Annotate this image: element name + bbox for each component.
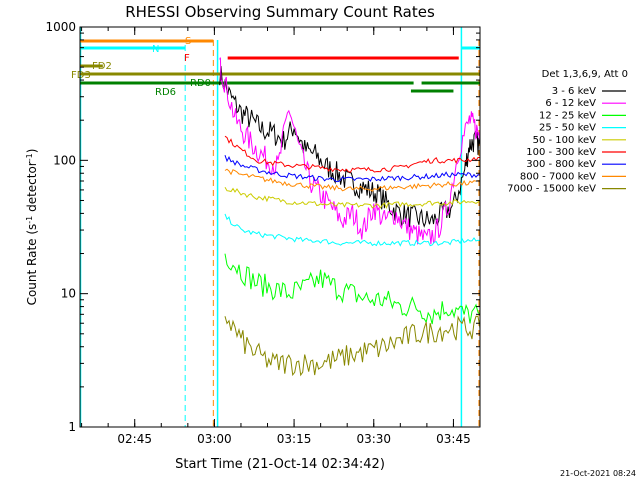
series-line-300-800-kev (224, 155, 481, 183)
legend-entry-label: 6 - 12 keV (545, 98, 596, 109)
date-stamp: 21-Oct-2021 08:24 (560, 469, 636, 478)
flag-label: RD0 (190, 78, 211, 89)
legend-entry-label: 25 - 50 keV (539, 123, 596, 134)
x-tick-label: 03:00 (197, 432, 232, 446)
flag-label: F (184, 53, 190, 64)
x-axis-label: Start Time (21-Oct-14 02:34:42) (175, 457, 385, 472)
series-line-800-7000-kev (224, 168, 481, 192)
x-tick-label: 03:15 (277, 432, 312, 446)
legend-entry-label: 800 - 7000 keV (520, 171, 596, 182)
y-tick-label: 1 (68, 420, 76, 434)
legend-entry-label: 100 - 300 keV (526, 147, 596, 158)
series-line-12-25-kev (224, 253, 481, 325)
y-tick-label: 1000 (45, 20, 76, 34)
legend-entry-label: 7000 - 15000 keV (507, 184, 596, 195)
legend-header: Det 1,3,6,9, Att 0 (542, 69, 628, 80)
series-line-100-300-kev (224, 135, 480, 173)
legend-entry-label: 3 - 6 keV (552, 86, 596, 97)
series-line-7000-15000-kev (224, 315, 481, 377)
flag-label: N (152, 44, 159, 55)
x-tick-label: 03:30 (356, 432, 391, 446)
series-line-3-6-kev (219, 66, 481, 228)
flag-label: S (185, 36, 191, 47)
x-tick-label: 03:45 (436, 432, 471, 446)
flag-label: FD3 (71, 70, 91, 81)
flag-label: RD6 (155, 87, 176, 98)
legend-entry-label: 300 - 800 keV (526, 159, 596, 170)
series-line-6-12-kev (219, 57, 481, 245)
y-tick-label: 10 (61, 287, 76, 301)
flag-label: FD2 (92, 61, 112, 72)
x-tick-label: 02:45 (117, 432, 152, 446)
plot-frame (79, 26, 481, 428)
chart-title: RHESSI Observing Summary Count Rates (125, 3, 435, 21)
y-tick-label: 100 (53, 153, 76, 167)
legend-entry-label: 12 - 25 keV (539, 110, 596, 121)
y-axis-label: Count Rate (s-1 detector-1) (25, 149, 40, 306)
axes: 1 10 100 1000 02:45 03:00 03:15 03:30 03:45 (45, 20, 480, 446)
series-line-50-100-kev (224, 186, 481, 210)
series-line-25-50-kev (224, 213, 481, 247)
legend-entry-label: 50 - 100 keV (533, 135, 597, 146)
